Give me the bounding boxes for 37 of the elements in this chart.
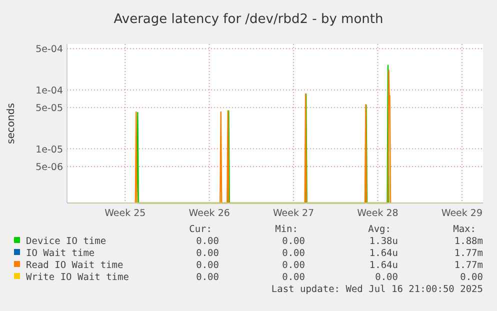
text: 0.00 [282, 248, 306, 259]
text: Cur: [189, 224, 212, 235]
text: 1.77m [454, 248, 484, 259]
x-tick-label: Week 25 [104, 208, 146, 219]
x-tick-label: Week 28 [357, 208, 398, 219]
text: Min: [275, 224, 298, 235]
y-tick-label: 5e-04 [36, 44, 63, 56]
x-tick-label: Week 27 [272, 208, 314, 219]
text: 0.00 [196, 260, 220, 271]
text: 0.00 [282, 272, 306, 283]
y-tick-label: 1e-04 [36, 85, 63, 96]
text: 1.38u [369, 236, 398, 247]
x-tick-label: Week 26 [188, 208, 230, 219]
y-tick-label: 5e-05 [36, 103, 63, 114]
text: 1.64u [369, 260, 398, 271]
x-tick-label: Week 29 [441, 208, 483, 219]
text: 0.00 [375, 272, 398, 283]
y-tick-label: 1e-05 [36, 144, 63, 156]
text: 1.77m [454, 260, 484, 271]
text: 0.00 [196, 236, 220, 247]
y-tick-label: 5e-06 [36, 162, 63, 173]
legend-label: Write IO Wait time [26, 272, 130, 283]
text: 0.00 [460, 272, 484, 283]
text: Last update: Wed Jul 16 21:00:50 2025 [271, 284, 483, 295]
y-axis-title: seconds [6, 103, 17, 144]
text: Avg: [368, 224, 391, 235]
text: 1.88m [454, 236, 484, 247]
text: 0.00 [282, 236, 306, 247]
legend-label: Device IO time [26, 236, 106, 247]
text: 1.64u [369, 248, 398, 259]
chart-title: Average latency for /dev/rbd2 - by month [114, 12, 384, 27]
text: 0.00 [282, 260, 306, 271]
text: 0.00 [196, 272, 220, 283]
legend-label: Read IO Wait time [26, 260, 124, 271]
text: 0.00 [196, 248, 220, 259]
text: Max: [453, 224, 476, 235]
legend-label: IO Wait time [26, 248, 95, 259]
